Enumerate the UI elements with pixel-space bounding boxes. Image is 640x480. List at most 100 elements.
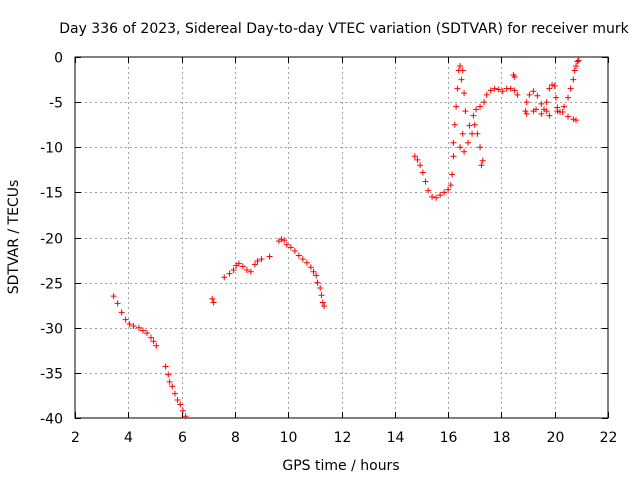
data-point <box>477 144 484 151</box>
data-point <box>523 99 530 106</box>
data-point <box>169 383 176 390</box>
x-tick-label: 4 <box>124 430 133 446</box>
data-point <box>307 264 314 271</box>
series-segment-7 <box>450 63 486 169</box>
data-point <box>553 94 560 101</box>
data-point <box>451 121 458 128</box>
data-point <box>538 100 545 107</box>
series-segment-9 <box>522 81 580 124</box>
y-tick-label: -30 <box>40 322 63 338</box>
series-segment-1 <box>110 293 160 349</box>
data-point <box>507 85 514 92</box>
data-point <box>514 91 521 98</box>
data-point <box>110 293 117 300</box>
tick-labels: 2 4 6 8 10 12 14 16 18 20 22 0 -5 -10 -15 -20 -25 -30 -35 -… <box>40 51 617 447</box>
data-point <box>411 153 418 160</box>
data-point <box>295 252 302 259</box>
data-point <box>487 87 494 94</box>
data-point <box>474 130 481 137</box>
x-tick-label: 8 <box>231 430 240 446</box>
data-point <box>243 266 250 273</box>
series-segment-8 <box>466 72 521 129</box>
y-tick-label: -35 <box>40 367 63 383</box>
series-segment-5 <box>275 236 328 310</box>
data-point <box>150 338 157 345</box>
data-point <box>425 187 432 194</box>
data-point <box>135 324 142 331</box>
data-point <box>530 108 537 115</box>
data-point <box>299 256 306 263</box>
data-point <box>462 108 469 115</box>
x-tick-label: 22 <box>600 430 618 446</box>
data-point <box>470 112 477 119</box>
data-point <box>182 413 189 420</box>
data-point <box>570 76 577 83</box>
data-point <box>210 299 217 306</box>
y-axis-label: SDTVAR / TECUs <box>6 180 22 295</box>
y-tick-label: -40 <box>40 412 63 428</box>
data-point <box>561 103 568 110</box>
series-segment-3 <box>209 295 217 306</box>
data-point <box>266 253 273 260</box>
data-point <box>171 390 178 397</box>
data-point <box>254 257 261 264</box>
data-point <box>466 122 473 129</box>
data-point <box>546 112 553 119</box>
data-point <box>481 99 488 106</box>
x-tick-label: 14 <box>387 430 405 446</box>
series-segment-2 <box>162 363 189 420</box>
data-point <box>177 401 184 408</box>
data-point <box>573 63 580 70</box>
data-point <box>557 109 564 116</box>
plot-frame <box>74 56 609 419</box>
y-tick-label: -10 <box>40 141 63 157</box>
x-tick-label: 20 <box>547 430 565 446</box>
data-point <box>543 99 550 106</box>
data-point <box>538 110 545 117</box>
data-point <box>445 186 452 193</box>
data-point <box>491 85 498 92</box>
series-segment-4 <box>221 253 273 281</box>
grid <box>75 57 608 418</box>
y-tick-label: -25 <box>40 277 63 293</box>
data-point <box>318 292 325 299</box>
data-point <box>278 236 285 243</box>
data-point <box>459 130 466 137</box>
data-point <box>571 67 578 74</box>
data-point <box>453 103 460 110</box>
data-point <box>447 182 454 189</box>
data-point <box>457 63 464 70</box>
data-point <box>230 266 237 273</box>
x-axis-label: GPS time / hours <box>282 458 399 474</box>
data-point <box>321 303 328 310</box>
data-point <box>565 94 572 101</box>
data-point <box>449 171 456 178</box>
data-point <box>165 371 172 378</box>
y-tick-label: 0 <box>54 51 63 67</box>
data-point <box>477 103 484 110</box>
data-point <box>457 144 464 151</box>
x-tick-label: 12 <box>334 430 352 446</box>
data-point <box>179 407 186 414</box>
data-point <box>126 321 133 328</box>
data-point <box>153 342 160 349</box>
data-point <box>422 178 429 185</box>
data-point <box>162 363 169 370</box>
data-point <box>483 91 490 98</box>
data-point <box>534 92 541 99</box>
x-tick-label: 18 <box>493 430 511 446</box>
data-point <box>313 272 320 279</box>
y-tick-label: -5 <box>49 96 63 112</box>
data-point <box>433 194 440 201</box>
data-point <box>478 162 485 169</box>
data-point <box>221 274 228 281</box>
data-point <box>522 108 529 115</box>
data-point <box>573 117 580 124</box>
y-tick-label: -15 <box>40 186 63 202</box>
data-point <box>551 82 558 89</box>
data-point <box>461 90 468 97</box>
data-point <box>314 279 321 286</box>
data-point <box>523 110 530 117</box>
data-point <box>511 73 518 80</box>
